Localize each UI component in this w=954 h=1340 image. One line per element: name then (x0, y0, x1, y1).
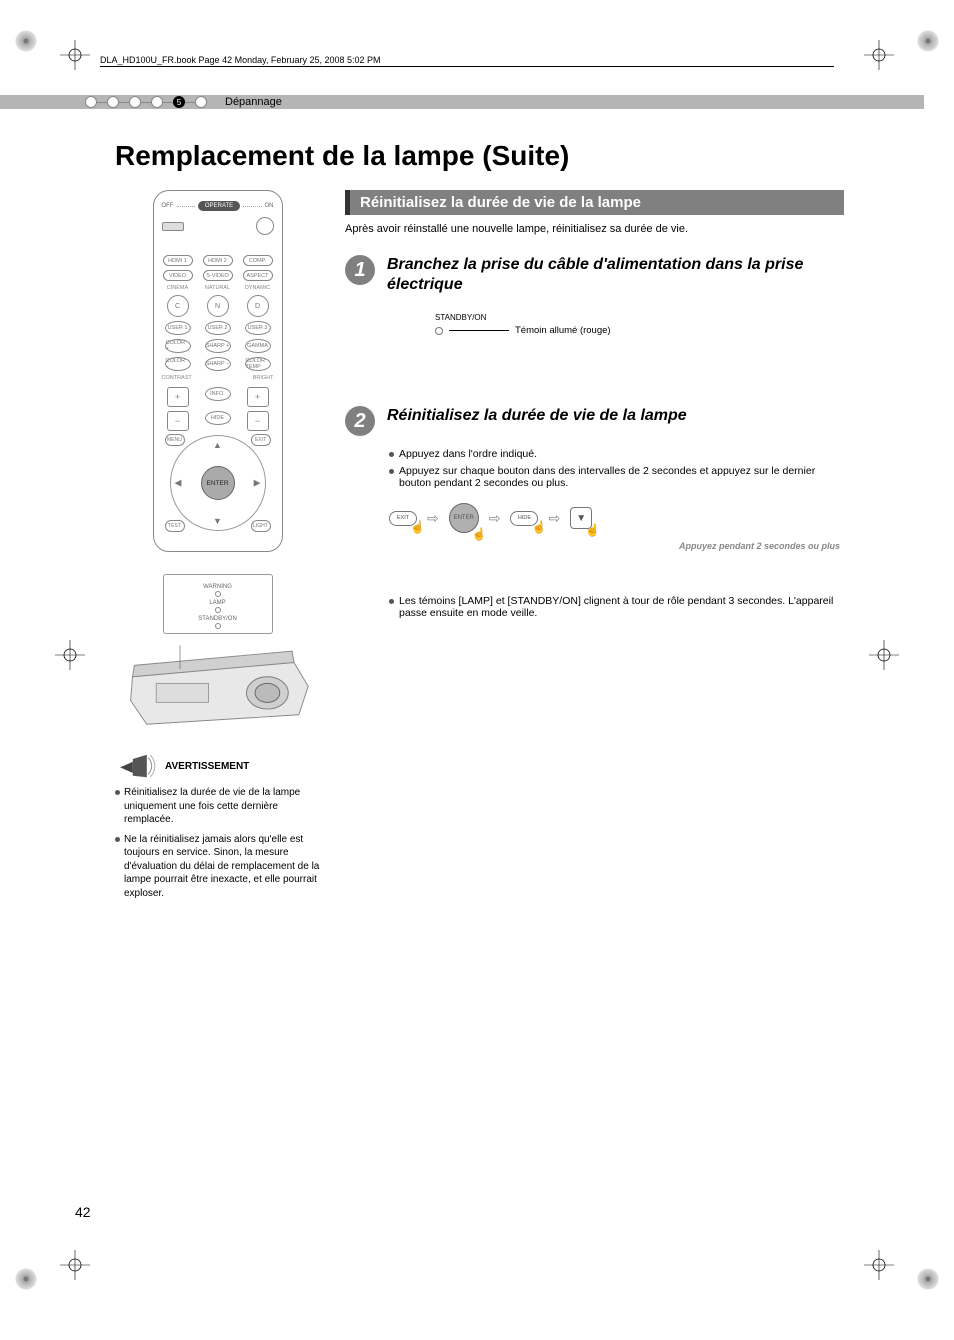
remote-button: USER 2 (205, 321, 231, 335)
crop-mark-icon (864, 40, 894, 70)
crop-mark-icon (60, 40, 90, 70)
page-number: 42 (75, 1204, 91, 1220)
down-arrow-icon: ▼ (213, 516, 222, 526)
print-dot (15, 1268, 37, 1290)
plus-icon: + (167, 387, 189, 407)
exit-button: EXIT (251, 434, 271, 446)
hand-pointer-icon: ☝ (532, 520, 547, 534)
step-2: 2 Réinitialisez la durée de vie de la la… (345, 406, 844, 436)
nav-ring: MENU EXIT ▲ ▼ ◀ ▶ ENTER TEST LIGHT (170, 435, 266, 531)
warning-text: Réinitialisez la durée de vie de la lamp… (124, 786, 320, 827)
megaphone-icon (115, 752, 159, 780)
warning-title: AVERTISSEMENT (165, 761, 249, 772)
remote-button: D (247, 295, 269, 317)
step-bullet: Appuyez sur chaque bouton dans des inter… (399, 465, 844, 489)
step-1: 1 Branchez la prise du câble d'alimentat… (345, 255, 844, 295)
remote-button: S-VIDEO (203, 270, 233, 281)
enter-button-icon: ENTER☝ (449, 503, 479, 533)
step-bullet: Appuyez dans l'ordre indiqué. (399, 448, 537, 460)
remote-button: VIDEO (163, 270, 193, 281)
power-led-icon (256, 217, 274, 235)
bullet-icon (389, 599, 394, 604)
step1-diagram: STANDBY/ON Témoin allumé (rouge) (435, 313, 844, 336)
after-text: Les témoins [LAMP] et [STANDBY/ON] clign… (399, 595, 844, 619)
section-name: Dépannage (225, 96, 282, 108)
print-dot (15, 30, 37, 52)
remote-button: COLOR − (165, 357, 191, 371)
plus-icon: + (247, 387, 269, 407)
remote-button: HDMI 2 (203, 255, 233, 266)
down-button-icon: ▼☝ (570, 507, 592, 529)
indicator-panel: WARNING LAMP STANDBY/ON (163, 574, 273, 634)
enter-button: ENTER (201, 466, 235, 500)
section-bar: 5 Dépannage (0, 95, 924, 109)
remote-button: USER 1 (165, 321, 191, 335)
step-heading: Branchez la prise du câble d'alimentatio… (387, 255, 844, 295)
remote-button: ASPECT (243, 270, 273, 281)
bullet-icon (115, 837, 120, 842)
hand-pointer-icon: ☝ (410, 520, 425, 534)
crop-mark-icon (60, 1250, 90, 1280)
bullet-icon (389, 452, 394, 457)
button-sequence: EXIT☝ ⇨ ENTER☝ ⇨ HIDE☝ ⇨ ▼☝ (389, 503, 844, 533)
arrow-right-icon: ⇨ (427, 510, 439, 527)
minus-icon: − (167, 411, 189, 431)
section-banner: Réinitialisez la durée de vie de la lamp… (345, 190, 844, 215)
remote-button: SHARP − (205, 357, 231, 371)
right-arrow-icon: ▶ (254, 478, 261, 489)
bullet-icon (389, 469, 394, 474)
print-dot (917, 30, 939, 52)
remote-button: SHARP + (205, 339, 231, 353)
bullet-icon (115, 790, 120, 795)
light-button: LIGHT (251, 520, 271, 532)
minus-icon: − (247, 411, 269, 431)
exit-button-icon: EXIT☝ (389, 511, 417, 526)
up-arrow-icon: ▲ (213, 440, 222, 450)
print-dot (917, 1268, 939, 1290)
hand-pointer-icon: ☝ (585, 523, 600, 537)
led-icon (435, 327, 443, 335)
step-number-badge: 1 (345, 255, 375, 285)
projector-icon (123, 634, 313, 734)
remote-button: COLOR TEMP (245, 357, 271, 371)
warning-text: Ne la réinitialisez jamais alors qu'elle… (124, 833, 320, 901)
step-heading: Réinitialisez la durée de vie de la lamp… (387, 406, 687, 436)
power-switch-icon (162, 222, 184, 231)
warning-block: AVERTISSEMENT Réinitialisez la durée de … (115, 752, 320, 900)
left-arrow-icon: ◀ (175, 478, 182, 489)
remote-button: COLOR + (165, 339, 191, 353)
crop-mark-icon (55, 640, 85, 670)
remote-button: N (207, 295, 229, 317)
hand-pointer-icon: ☝ (472, 527, 487, 541)
remote-diagram: OFF OPERATE ON HDMI 1 HDMI 2 COMP. VIDEO… (153, 190, 283, 552)
remote-button: C (167, 295, 189, 317)
menu-button: MENU (165, 434, 185, 446)
hide-button-icon: HIDE☝ (510, 511, 538, 526)
arrow-right-icon: ⇨ (548, 510, 560, 527)
crop-mark-icon (869, 640, 899, 670)
remote-button: COMP. (243, 255, 273, 266)
remote-button: HDMI 1 (163, 255, 193, 266)
doc-header: DLA_HD100U_FR.book Page 42 Monday, Febru… (100, 55, 834, 67)
remote-button: HIDE (205, 411, 231, 425)
test-button: TEST (165, 520, 185, 532)
press-note: Appuyez pendant 2 secondes ou plus (345, 541, 840, 551)
remote-button: USER 3 (245, 321, 271, 335)
led-caption: Témoin allumé (rouge) (515, 325, 611, 336)
remote-button: INFO. (205, 387, 231, 401)
crop-mark-icon (864, 1250, 894, 1280)
section-chain-icon: 5 (85, 96, 207, 108)
arrow-right-icon: ⇨ (489, 510, 501, 527)
remote-button: GAMMA (245, 339, 271, 353)
intro-text: Après avoir réinstallé une nouvelle lamp… (345, 223, 844, 235)
page-title: Remplacement de la lampe (Suite) (115, 140, 569, 172)
step-number-badge: 2 (345, 406, 375, 436)
